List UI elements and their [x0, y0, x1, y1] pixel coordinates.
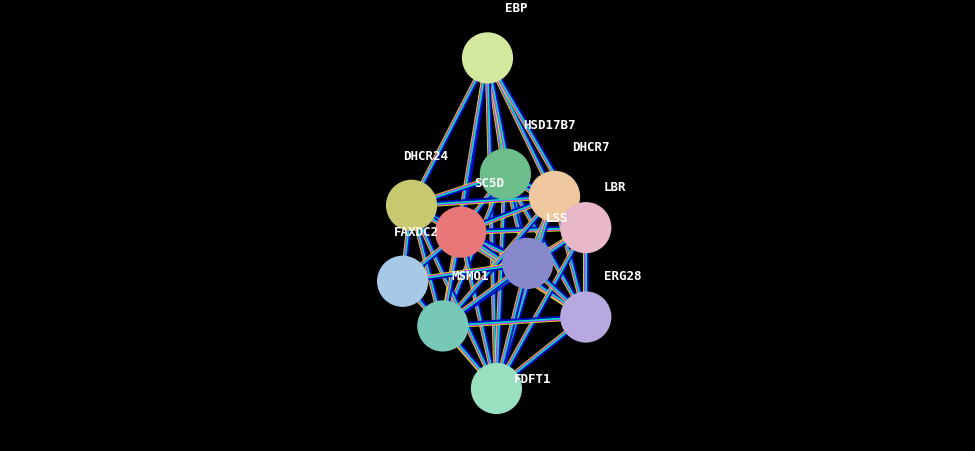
Text: LSS: LSS: [546, 212, 568, 226]
Text: EBP: EBP: [505, 3, 527, 15]
Text: LBR: LBR: [604, 181, 626, 194]
Text: SC5D: SC5D: [474, 177, 504, 190]
Circle shape: [418, 301, 467, 350]
Text: DHCR24: DHCR24: [403, 150, 448, 163]
Circle shape: [481, 149, 530, 198]
Text: FDFT1: FDFT1: [514, 373, 552, 386]
Text: FAXDC2: FAXDC2: [394, 226, 439, 239]
Circle shape: [562, 292, 610, 341]
Circle shape: [530, 172, 579, 221]
Circle shape: [472, 364, 521, 413]
Circle shape: [436, 207, 486, 257]
Text: MSMO1: MSMO1: [451, 271, 489, 284]
Circle shape: [503, 239, 552, 288]
Circle shape: [378, 257, 427, 306]
Circle shape: [463, 33, 512, 83]
Circle shape: [562, 203, 610, 252]
Circle shape: [387, 181, 436, 230]
Text: ERG28: ERG28: [604, 271, 642, 284]
Text: DHCR7: DHCR7: [572, 141, 610, 154]
Text: HSD17B7: HSD17B7: [524, 119, 575, 132]
